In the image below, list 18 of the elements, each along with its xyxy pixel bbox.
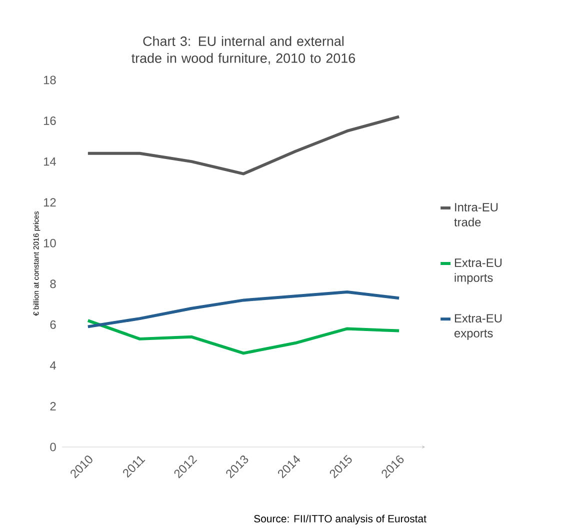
legend-label: Extra-EU exports bbox=[454, 314, 502, 340]
y-tick-label: 0 bbox=[50, 442, 56, 452]
y-tick-label: 4 bbox=[50, 361, 56, 370]
chart-title: Chart 3: EU internal and external trade in wood furniture, 2010 to 2016 bbox=[132, 36, 356, 65]
y-tick-label: 2 bbox=[50, 402, 56, 410]
legend-label: Intra-EU trade bbox=[454, 203, 498, 226]
y-tick-label: 12 bbox=[44, 198, 56, 207]
line-series bbox=[86, 290, 401, 328]
y-tick-label: 16 bbox=[44, 116, 56, 125]
source-note: Source: FII/ITTO analysis of Eurostat bbox=[254, 514, 426, 524]
y-tick-label: 18 bbox=[44, 76, 56, 84]
legend-label: Extra-EU imports bbox=[454, 258, 502, 284]
line-series bbox=[86, 319, 401, 355]
y-tick-label: 6 bbox=[50, 320, 56, 329]
y-tick-label: 10 bbox=[44, 238, 56, 248]
line-series bbox=[86, 115, 401, 176]
y-tick-label: 8 bbox=[50, 280, 56, 288]
y-tick-label: 14 bbox=[44, 157, 56, 166]
